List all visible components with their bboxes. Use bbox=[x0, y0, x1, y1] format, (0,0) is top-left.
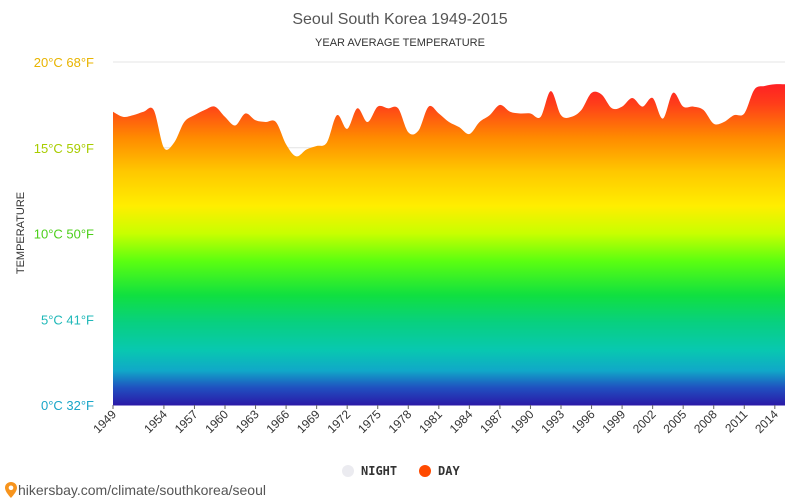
x-tick-label: 1978 bbox=[386, 407, 415, 436]
legend-item-night[interactable]: NIGHT bbox=[342, 464, 397, 478]
x-tick-label: 1969 bbox=[294, 407, 323, 436]
y-axis-label: TEMPERATURE bbox=[15, 192, 27, 274]
y-axis-ticks: 0°C 32°F 5°C 41°F 10°C 50°F 15°C 59°F 20°C 6… bbox=[34, 55, 94, 413]
x-tick-label: 1981 bbox=[416, 407, 445, 436]
legend: NIGHT DAY bbox=[342, 464, 460, 478]
legend-day-marker bbox=[419, 465, 431, 477]
x-tick-label: 2014 bbox=[752, 407, 781, 436]
x-tick-label: 1990 bbox=[508, 407, 537, 436]
x-axis-ticks: 1949 1954 1957 1960 1963 1966 1969 1972 1975 1978… bbox=[90, 405, 781, 436]
x-tick-label: 1975 bbox=[355, 407, 384, 436]
source-link[interactable]: hikersbay.com/climate/southkorea/seoul bbox=[5, 482, 266, 498]
x-tick-label: 1963 bbox=[233, 407, 262, 436]
x-tick-label: 2011 bbox=[722, 407, 750, 435]
x-tick-label: 1966 bbox=[263, 407, 292, 436]
legend-night-label: NIGHT bbox=[361, 464, 397, 478]
x-tick-label: 2002 bbox=[630, 407, 659, 436]
location-pin-icon bbox=[5, 482, 17, 498]
y-tick-label: 10°C 50°F bbox=[34, 227, 94, 242]
x-tick-label: 1972 bbox=[325, 407, 354, 436]
area-night bbox=[113, 242, 785, 405]
y-tick-label: 15°C 59°F bbox=[34, 141, 94, 156]
x-tick-label: 1987 bbox=[477, 407, 506, 436]
x-tick-label: 1960 bbox=[202, 407, 231, 436]
source-url: hikersbay.com/climate/southkorea/seoul bbox=[18, 482, 266, 498]
x-tick-label: 1984 bbox=[447, 407, 476, 436]
x-tick-label: 1993 bbox=[538, 407, 567, 436]
legend-day-label: DAY bbox=[438, 464, 460, 478]
legend-night-marker bbox=[342, 465, 354, 477]
chart-subtitle: YEAR AVERAGE TEMPERATURE bbox=[315, 37, 485, 49]
y-tick-label: 5°C 41°F bbox=[41, 312, 94, 327]
x-tick-label: 1949 bbox=[90, 407, 119, 436]
x-tick-label: 2008 bbox=[691, 407, 720, 436]
x-tick-label: 1996 bbox=[569, 407, 598, 436]
chart-title: Seoul South Korea 1949-2015 bbox=[292, 11, 507, 28]
x-tick-label: 1999 bbox=[599, 407, 628, 436]
x-tick-label: 1954 bbox=[141, 407, 170, 436]
x-tick-label: 2005 bbox=[661, 407, 690, 436]
x-tick-label: 1957 bbox=[172, 407, 201, 436]
legend-item-day[interactable]: DAY bbox=[419, 464, 460, 478]
y-tick-label: 0°C 32°F bbox=[41, 398, 94, 413]
plot-area bbox=[113, 84, 785, 406]
y-tick-label: 20°C 68°F bbox=[34, 55, 94, 70]
